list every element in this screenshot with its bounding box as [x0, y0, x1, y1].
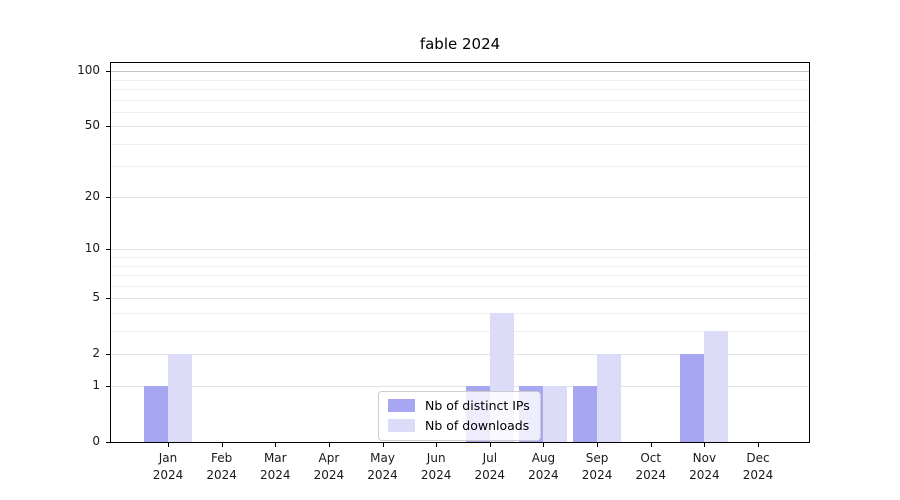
x-tick — [328, 443, 330, 447]
y-tick — [106, 249, 110, 251]
x-tick-label: Mar 2024 — [259, 451, 291, 482]
x-tick-label: Apr 2024 — [313, 451, 345, 482]
y-tick — [106, 442, 110, 443]
x-tick — [275, 443, 277, 447]
y-tick — [106, 71, 110, 73]
major-gridline — [111, 197, 809, 199]
legend-swatch-downloads — [388, 419, 415, 432]
x-tick — [597, 443, 599, 447]
x-tick — [757, 443, 759, 447]
y-tick — [106, 197, 110, 199]
bar-distinct-ips — [680, 353, 705, 442]
x-tick — [221, 443, 223, 447]
x-tick-label: Feb 2024 — [206, 451, 237, 482]
major-gridline — [111, 353, 809, 355]
x-tick-label: Aug 2024 — [528, 451, 559, 482]
y-tick — [106, 386, 110, 388]
x-tick — [436, 443, 438, 447]
bar-downloads — [543, 386, 568, 442]
x-tick — [704, 443, 706, 447]
legend-item-downloads: Nb of downloads — [388, 418, 530, 433]
y-tick — [106, 353, 110, 355]
bar-downloads — [704, 330, 729, 442]
y-tick-label: 2 — [92, 345, 100, 360]
minor-gridline — [111, 285, 809, 287]
x-tick — [650, 443, 652, 447]
y-tick-label: 0 — [92, 434, 100, 448]
x-tick — [168, 443, 169, 447]
legend-swatch-distinct-ips — [388, 399, 415, 412]
bar-downloads — [168, 353, 192, 442]
bar-distinct-ips — [573, 386, 598, 442]
minor-gridline — [111, 330, 809, 332]
x-tick-label: Oct 2024 — [635, 451, 666, 482]
minor-gridline — [111, 143, 809, 145]
minor-gridline — [111, 257, 809, 259]
x-tick-label: Jun 2024 — [420, 451, 452, 482]
minor-gridline — [111, 79, 809, 81]
minor-gridline — [111, 111, 809, 113]
x-tick-label: Jul 2024 — [474, 451, 506, 482]
legend-item-distinct-ips: Nb of distinct IPs — [388, 398, 530, 413]
major-gridline — [111, 71, 809, 73]
chart-title: fable 2024 — [419, 35, 501, 53]
y-tick — [106, 126, 110, 128]
minor-gridline — [111, 265, 809, 267]
y-tick — [106, 298, 110, 300]
major-gridline — [111, 249, 809, 251]
x-tick — [382, 443, 384, 447]
plot-area: Nb of distinct IPs Nb of downloads — [110, 62, 810, 443]
major-gridline — [111, 298, 809, 300]
minor-gridline — [111, 312, 809, 314]
minor-gridline — [111, 99, 809, 101]
x-tick-label: May 2024 — [367, 451, 398, 482]
minor-gridline — [111, 89, 809, 91]
y-tick-label: 10 — [84, 241, 100, 256]
legend-label-downloads: Nb of downloads — [425, 418, 530, 433]
x-tick — [543, 443, 545, 447]
minor-gridline — [111, 274, 809, 276]
minor-gridline — [111, 166, 809, 168]
x-tick-label: Dec 2024 — [742, 451, 774, 482]
major-gridline — [111, 386, 809, 388]
x-tick-label: Jan 2024 — [152, 451, 184, 482]
y-tick-label: 20 — [84, 189, 100, 204]
major-gridline — [111, 126, 809, 128]
bar-downloads — [597, 353, 622, 442]
y-tick-label: 100 — [77, 63, 100, 78]
x-tick-label: Sep 2024 — [581, 451, 613, 482]
y-tick-label: 5 — [92, 290, 100, 305]
legend: Nb of distinct IPs Nb of downloads — [378, 391, 541, 441]
y-tick-label: 1 — [92, 378, 100, 393]
y-tick-label: 50 — [84, 118, 100, 133]
x-tick-label: Nov 2024 — [689, 451, 720, 482]
bar-distinct-ips — [144, 386, 168, 442]
x-tick — [489, 443, 491, 447]
legend-label-distinct-ips: Nb of distinct IPs — [425, 398, 530, 413]
